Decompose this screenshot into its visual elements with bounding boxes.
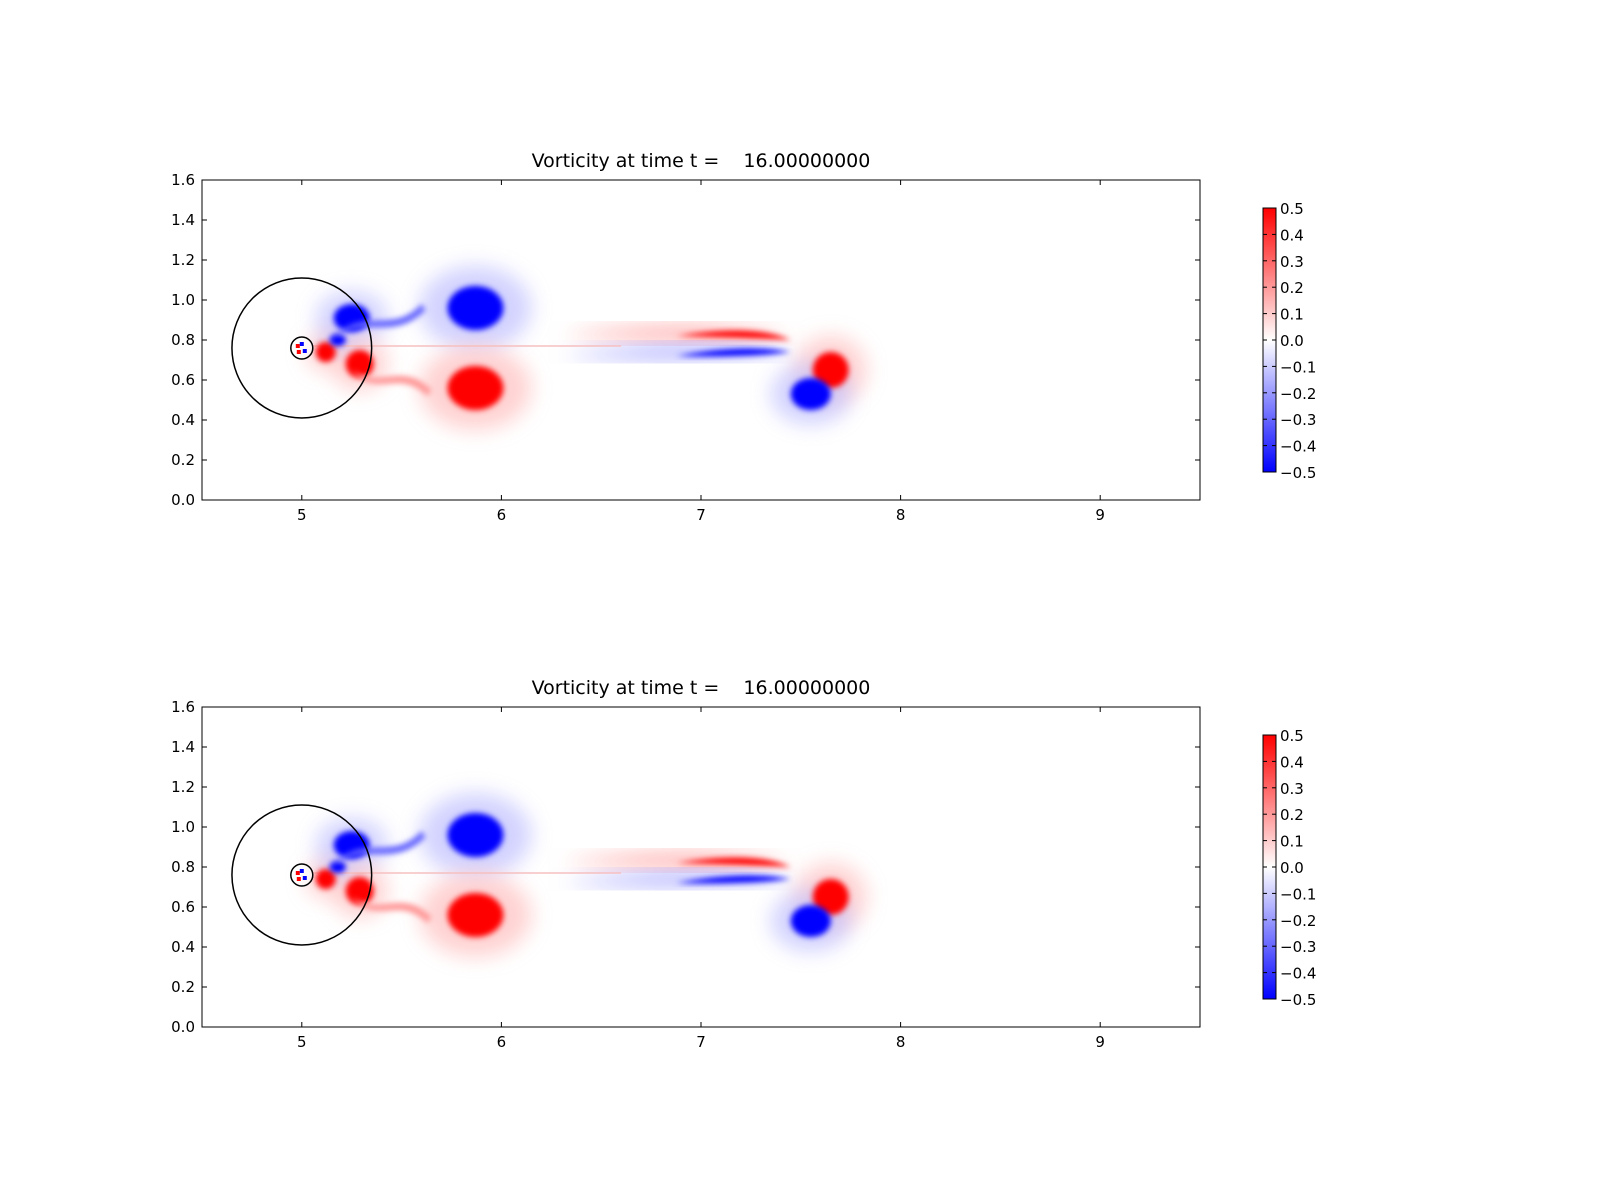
large-circle-2 xyxy=(231,804,373,946)
x-tick-label: 9 xyxy=(1095,1033,1105,1051)
y-tick-label: 1.0 xyxy=(171,818,195,836)
body-speckle-3 xyxy=(299,869,304,873)
colorbar-tick-label: −0.2 xyxy=(1280,385,1316,403)
x-tick-label: 5 xyxy=(297,506,307,524)
vorticity-panel-1: 5 6 7 8 9 0.0 0.2 0.4 0.6 0.8 1.0 1.2 1.4 1.6 Vorticit… xyxy=(171,150,1316,524)
y-tick-label: 0.6 xyxy=(171,371,195,389)
body-speckle-4 xyxy=(296,877,301,881)
y-tick-label: 1.2 xyxy=(171,778,195,796)
x-tick-label: 6 xyxy=(497,506,507,524)
colorbar-tick-label: −0.4 xyxy=(1280,965,1316,983)
colorbar-tick-label: −0.1 xyxy=(1280,885,1316,903)
vortex-core-3 xyxy=(812,352,849,388)
shear-layer-1 xyxy=(676,857,791,868)
colorbar-tick-label: −0.2 xyxy=(1280,912,1316,930)
vortex-core-1 xyxy=(447,813,504,857)
colorbar: 0.5 0.4 0.3 0.2 0.1 0.0 −0.1 −0.2 −0.3 −0.4 −0.5 xyxy=(1262,727,1316,1009)
colorbar-tick-label: 0.4 xyxy=(1280,753,1304,771)
vortex-core-4 xyxy=(790,378,831,410)
y-tick-label: 0.8 xyxy=(171,331,195,349)
y-tick-label: 0.4 xyxy=(171,411,195,429)
x-tick-label: 9 xyxy=(1095,506,1105,524)
y-tick-label: 0.2 xyxy=(171,978,195,996)
colorbar-tick-label: 0.4 xyxy=(1280,226,1304,244)
vortex-core-4 xyxy=(790,905,831,937)
colorbar: 0.5 0.4 0.3 0.2 0.1 0.0 −0.1 −0.2 −0.3 −0.4 −0.5 xyxy=(1262,200,1316,482)
colorbar-tick-label: 0.1 xyxy=(1280,306,1304,324)
colorbar-tick-label: 0.5 xyxy=(1280,727,1304,745)
vortex-core-7 xyxy=(315,869,336,889)
y-tick-label: 1.4 xyxy=(171,738,195,756)
shedding-arm-upper xyxy=(331,831,426,867)
y-tick-label: 1.0 xyxy=(171,291,195,309)
colorbar-tick-label: −0.5 xyxy=(1280,991,1316,1009)
colorbar-tick-label: 0.0 xyxy=(1280,859,1304,877)
vortex-core-7 xyxy=(315,342,336,362)
colorbar-tick-label: 0.1 xyxy=(1280,833,1304,851)
vortex-core-8 xyxy=(329,861,346,873)
vorticity-panel-2: 5 6 7 8 9 0.0 0.2 0.4 0.6 0.8 1.0 1.2 1.4 1.6 Vorticit… xyxy=(171,677,1316,1051)
y-tick-label: 0.4 xyxy=(171,938,195,956)
shedding-arm-lower xyxy=(351,897,432,923)
y-tick-label: 1.2 xyxy=(171,251,195,269)
y-tick-label: 1.6 xyxy=(171,171,195,189)
colorbar-tick-label: 0.2 xyxy=(1280,279,1304,297)
large-circle-1 xyxy=(231,277,373,419)
colorbar-tick-label: 0.0 xyxy=(1280,332,1304,350)
shear-layer-2 xyxy=(676,875,791,884)
colorbar-tick-label: −0.3 xyxy=(1280,411,1316,429)
vortex-core-8 xyxy=(329,334,346,346)
colorbar-tick-label: 0.2 xyxy=(1280,806,1304,824)
y-tick-label: 0.2 xyxy=(171,451,195,469)
body-speckle-3 xyxy=(299,342,304,346)
chart-title: Vorticity at time t = 16.00000000 xyxy=(532,150,871,172)
colorbar-tick-label: −0.5 xyxy=(1280,464,1316,482)
body-speckle-1 xyxy=(295,344,300,348)
shear-layer-2 xyxy=(676,348,791,357)
small-circle-2 xyxy=(290,863,314,887)
y-tick-label: 0.0 xyxy=(171,491,195,509)
small-circle-1 xyxy=(290,336,314,360)
colorbar-tick-label: −0.4 xyxy=(1280,438,1316,456)
vortex-core-2 xyxy=(447,893,504,937)
shedding-arm-lower xyxy=(351,370,432,396)
colorbar-tick-label: 0.5 xyxy=(1280,200,1304,218)
y-tick-label: 0.0 xyxy=(171,1018,195,1036)
shedding-arm-upper xyxy=(331,304,426,340)
colorbar-tick-label: −0.1 xyxy=(1280,358,1316,376)
x-tick-label: 7 xyxy=(696,1033,706,1051)
colorbar-tick-label: 0.3 xyxy=(1280,780,1304,798)
vortex-core-2 xyxy=(447,366,504,410)
x-tick-label: 8 xyxy=(896,506,906,524)
x-tick-label: 7 xyxy=(696,506,706,524)
vortex-core-3 xyxy=(812,879,849,915)
colorbar-tick-label: −0.3 xyxy=(1280,938,1316,956)
y-tick-label: 1.6 xyxy=(171,698,195,716)
body-speckle-4 xyxy=(296,350,301,354)
shear-layer-1 xyxy=(676,330,791,341)
body-speckle-2 xyxy=(302,876,307,880)
y-tick-label: 0.8 xyxy=(171,858,195,876)
y-tick-label: 1.4 xyxy=(171,211,195,229)
y-tick-label: 0.6 xyxy=(171,898,195,916)
body-speckle-1 xyxy=(295,871,300,875)
body-speckle-2 xyxy=(302,349,307,353)
x-tick-label: 5 xyxy=(297,1033,307,1051)
chart-title: Vorticity at time t = 16.00000000 xyxy=(532,677,871,699)
colorbar-tick-label: 0.3 xyxy=(1280,253,1304,271)
vortex-core-1 xyxy=(447,286,504,330)
x-tick-label: 6 xyxy=(497,1033,507,1051)
x-tick-label: 8 xyxy=(896,1033,906,1051)
